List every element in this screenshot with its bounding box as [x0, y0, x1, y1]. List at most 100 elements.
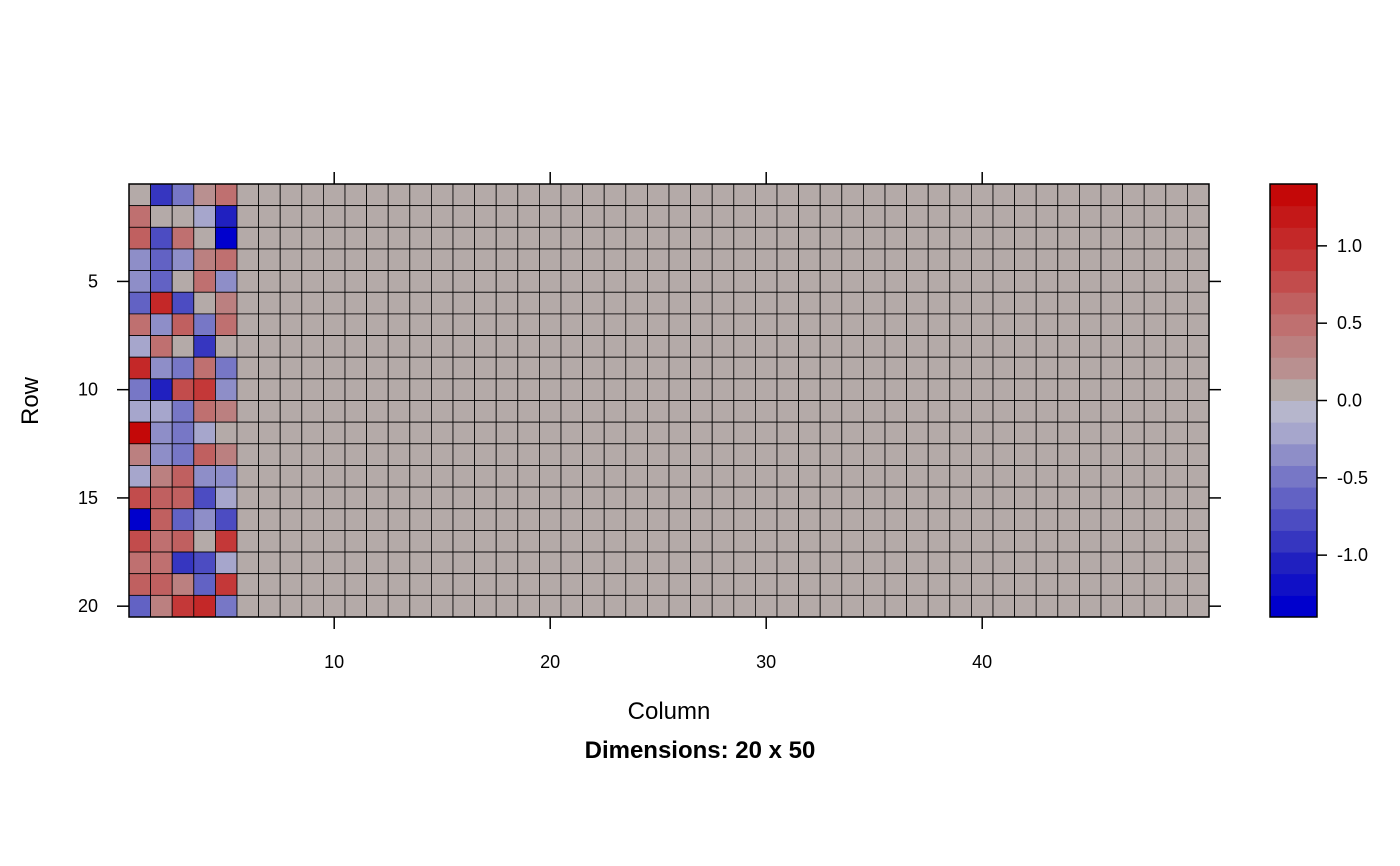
heatmap-cell — [668, 594, 692, 618]
heatmap-cell — [171, 335, 195, 358]
heatmap-cell — [755, 465, 778, 488]
heatmap-cell — [1100, 400, 1124, 423]
heatmap-cell — [258, 508, 281, 531]
heatmap-cell — [668, 335, 692, 358]
heatmap-cell — [1143, 465, 1167, 488]
heatmap-cell — [755, 335, 778, 358]
heatmap-cell — [1057, 573, 1080, 596]
heatmap-cell — [193, 291, 216, 315]
heatmap-cell — [1079, 335, 1102, 358]
heatmap-cell — [647, 594, 670, 618]
heatmap-cell — [409, 313, 432, 336]
heatmap-cell — [927, 421, 951, 445]
heatmap-cell — [1014, 226, 1037, 250]
heatmap-cell — [193, 270, 216, 293]
heatmap-cell — [733, 443, 756, 466]
heatmap-cell — [560, 551, 584, 575]
heatmap-cell — [128, 530, 152, 553]
heatmap-cell — [517, 356, 540, 380]
heatmap-cell — [1165, 335, 1188, 358]
heatmap-cell — [1035, 205, 1059, 228]
heatmap-cell — [193, 551, 216, 575]
heatmap-cell — [344, 183, 368, 207]
heatmap-cell — [539, 183, 562, 207]
heatmap-cell — [236, 378, 260, 401]
heatmap-cell — [322, 205, 346, 228]
heatmap-cell — [625, 400, 648, 423]
heatmap-cell — [495, 594, 519, 618]
x-tick-label: 20 — [540, 652, 560, 672]
heatmap-cell — [301, 465, 324, 488]
heatmap-cell — [366, 183, 389, 207]
heatmap-cell — [755, 594, 778, 618]
heatmap-cell — [755, 443, 778, 466]
heatmap-cell — [906, 226, 929, 250]
heatmap-cell — [1100, 465, 1124, 488]
heatmap-cell — [711, 443, 735, 466]
heatmap-cell — [582, 378, 605, 401]
heatmap-cell — [1122, 508, 1145, 531]
heatmap-cell — [668, 573, 692, 596]
heatmap-cell — [474, 486, 497, 510]
heatmap-cell — [906, 270, 929, 293]
heatmap-cell — [1100, 508, 1124, 531]
heatmap-cells — [128, 183, 1210, 618]
heatmap-cell — [236, 270, 260, 293]
heatmap-cell — [819, 270, 843, 293]
heatmap-cell — [560, 594, 584, 618]
heatmap-cell — [841, 183, 864, 207]
heatmap-cell — [1100, 205, 1124, 228]
heatmap-cell — [128, 486, 152, 510]
heatmap-cell — [582, 400, 605, 423]
heatmap-cell — [301, 335, 324, 358]
heatmap-cell — [128, 270, 152, 293]
heatmap-cell — [452, 335, 476, 358]
heatmap-cell — [1143, 335, 1167, 358]
heatmap-cell — [430, 465, 454, 488]
heatmap-cell — [193, 183, 216, 207]
heatmap-cell — [517, 573, 540, 596]
heatmap-cell — [949, 248, 972, 271]
heatmap-cell — [560, 313, 584, 336]
heatmap-cell — [322, 486, 346, 510]
heatmap-cell — [733, 270, 756, 293]
heatmap-cell — [733, 226, 756, 250]
heatmap-cell — [366, 551, 389, 575]
heatmap-cell — [755, 530, 778, 553]
heatmap-cell — [798, 594, 821, 618]
heatmap-cell — [258, 226, 281, 250]
heatmap-cell — [517, 183, 540, 207]
heatmap-cell — [1165, 486, 1188, 510]
heatmap-cell — [1187, 508, 1210, 531]
heatmap-cell — [582, 530, 605, 553]
heatmap-cell — [474, 594, 497, 618]
heatmap-cell — [863, 421, 886, 445]
heatmap-cell — [214, 226, 238, 250]
heatmap-cell — [1035, 335, 1059, 358]
heatmap-cell — [128, 226, 152, 250]
heatmap-cell — [258, 205, 281, 228]
heatmap-cell — [819, 378, 843, 401]
heatmap-cell — [603, 400, 627, 423]
heatmap-cell — [495, 248, 519, 271]
colorbar-band — [1270, 422, 1317, 445]
heatmap-cell — [560, 291, 584, 315]
heatmap-cell — [625, 356, 648, 380]
heatmap-cell — [690, 508, 713, 531]
heatmap-cell — [258, 378, 281, 401]
heatmap-cell — [992, 508, 1016, 531]
heatmap-cell — [517, 530, 540, 553]
colorbar-band — [1270, 552, 1317, 575]
heatmap-cell — [949, 356, 972, 380]
heatmap-cell — [366, 400, 389, 423]
heatmap-cell — [647, 400, 670, 423]
heatmap-cell — [1143, 183, 1167, 207]
heatmap-cell — [409, 400, 432, 423]
heatmap-cell — [755, 573, 778, 596]
heatmap-cell — [668, 291, 692, 315]
heatmap-cell — [409, 335, 432, 358]
heatmap-cell — [992, 291, 1016, 315]
heatmap-cell — [193, 400, 216, 423]
heatmap-cell — [992, 551, 1016, 575]
heatmap-cell — [452, 486, 476, 510]
